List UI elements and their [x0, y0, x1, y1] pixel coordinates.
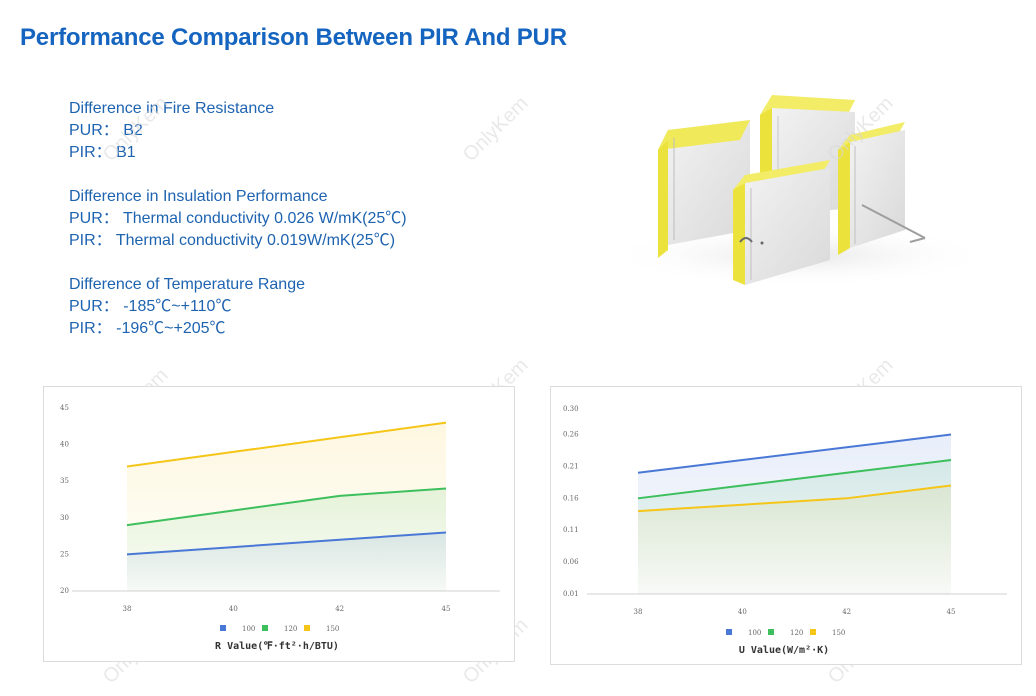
series-line-120 — [637, 459, 952, 500]
x-tick-label: 38 — [123, 605, 132, 613]
y-tick-label: 0.26 — [563, 431, 579, 439]
u-value-chart: 0.01 0.06 0.11 0.16 0.21 0.26 0.30 38 40 42 45 100 1… — [550, 386, 1022, 665]
spec-heading: Difference in Insulation Performance — [69, 188, 328, 205]
series-line-100 — [126, 531, 447, 556]
legend-label: 120 — [284, 625, 297, 633]
series-line-150 — [637, 484, 952, 513]
spec-temperature: Difference of Temperature Range PUR： -18… — [69, 274, 407, 340]
x-tick-label: 38 — [634, 608, 643, 616]
sandwich-panel-illustration — [605, 95, 995, 287]
x-tick-label: 45 — [947, 608, 956, 616]
panel-back-right — [838, 122, 926, 255]
series-line-100 — [637, 433, 952, 474]
r-value-chart: 20 25 30 35 40 45 38 40 42 45 100 120 150 R Value(℉·f… — [43, 386, 515, 662]
legend-swatch-100 — [726, 629, 732, 635]
page-title: Performance Comparison Between PIR And P… — [20, 24, 567, 51]
x-tick-label: 42 — [842, 608, 851, 616]
legend-label: 150 — [326, 625, 339, 633]
spec-fire: Difference in Fire Resistance PUR： B2 PI… — [69, 98, 407, 164]
spec-pir: PIR： -196℃~+205℃ — [69, 320, 226, 337]
legend-label: 100 — [748, 629, 761, 637]
y-tick-label: 0.01 — [563, 590, 579, 598]
y-tick-label: 0.11 — [563, 526, 579, 534]
y-tick-label: 40 — [60, 441, 69, 449]
spec-pur: PUR： Thermal conductivity 0.026 W/mK(25℃… — [69, 210, 407, 227]
y-tick-label: 45 — [60, 404, 69, 412]
series-line-150 — [126, 421, 447, 468]
legend-label: 150 — [832, 629, 845, 637]
x-tick-label: 45 — [442, 605, 451, 613]
y-tick-label: 20 — [60, 587, 69, 595]
legend-swatch-100 — [220, 625, 226, 631]
spec-list: Difference in Fire Resistance PUR： B2 PI… — [69, 98, 407, 362]
legend-swatch-150 — [304, 625, 310, 631]
x-tick-label: 40 — [229, 605, 238, 613]
x-tick-label: 42 — [335, 605, 344, 613]
y-tick-label: 35 — [60, 477, 69, 485]
watermark: OnlyKem — [458, 92, 533, 167]
legend-swatch-120 — [768, 629, 774, 635]
spec-pur: PUR： -185℃~+110℃ — [69, 298, 232, 315]
x-axis-label: U Value(W/m²·K) — [739, 645, 829, 656]
legend-swatch-150 — [810, 629, 816, 635]
y-tick-label: 0.21 — [563, 462, 579, 470]
x-tick-label: 40 — [738, 608, 747, 616]
r-value-chart-svg: 20 25 30 35 40 45 38 40 42 45 100 120 150 R Value(℉·f… — [60, 404, 500, 652]
y-tick-label: 0.16 — [563, 494, 579, 502]
series-area-100 — [127, 532, 446, 591]
series-line-120 — [126, 487, 447, 527]
spec-heading: Difference in Fire Resistance — [69, 100, 275, 117]
y-tick-label: 0.30 — [563, 405, 579, 413]
spec-heading: Difference of Temperature Range — [69, 276, 305, 293]
panel-front — [733, 160, 830, 285]
legend-label: 100 — [242, 625, 255, 633]
spec-pir: PIR： Thermal conductivity 0.019W/mK(25℃) — [69, 232, 396, 249]
series-area-100 — [638, 434, 951, 594]
legend-swatch-120 — [262, 625, 268, 631]
spec-pur: PUR： B2 — [69, 122, 143, 139]
y-tick-label: 25 — [60, 550, 69, 558]
y-tick-label: 30 — [60, 514, 69, 522]
x-axis-label: R Value(℉·ft²·h/BTU) — [215, 641, 339, 652]
legend-label: 120 — [790, 629, 803, 637]
spec-pir: PIR： B1 — [69, 144, 136, 161]
panel-back-left — [658, 120, 750, 258]
spec-insulation: Difference in Insulation Performance PUR… — [69, 186, 407, 252]
y-tick-label: 0.06 — [563, 558, 579, 566]
u-value-chart-svg: 0.01 0.06 0.11 0.16 0.21 0.26 0.30 38 40 42 45 100 1… — [563, 405, 1007, 656]
